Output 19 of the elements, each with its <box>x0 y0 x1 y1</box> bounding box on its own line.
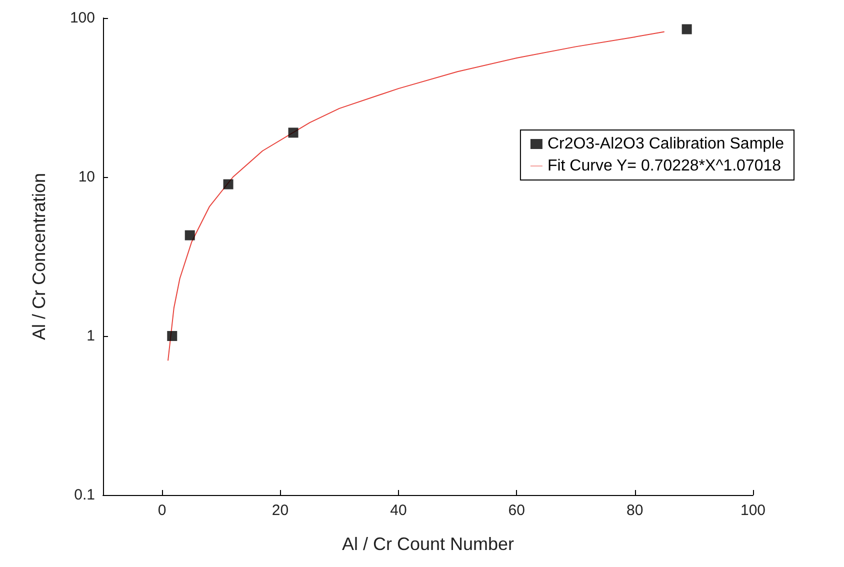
x-tick-label: 20 <box>272 502 289 519</box>
x-tick-label: 0 <box>158 502 166 519</box>
x-tick-label: 60 <box>508 502 525 519</box>
point <box>167 331 178 341</box>
y-tick-label: 10 <box>78 168 95 186</box>
y-tick-label: 1 <box>86 328 95 344</box>
point <box>184 230 195 240</box>
x-tick-label: 80 <box>626 502 644 519</box>
x-tick-label: 40 <box>390 502 407 519</box>
point <box>288 128 298 138</box>
y-tick-label: 0.1 <box>74 486 95 504</box>
legend-label: Cr2O3-Al2O3 Calibration Sample <box>547 136 784 152</box>
y-axis-title: Al / Cr Concentration <box>29 172 49 340</box>
legend-label: Fit Curve Y= 0.70228*X^1.07018 <box>547 158 782 174</box>
point <box>682 24 692 34</box>
x-axis-title: Al / Cr Count Number <box>342 534 514 554</box>
point <box>223 179 234 190</box>
y-tick-label: 100 <box>70 10 95 26</box>
x-tick-label: 100 <box>740 502 766 519</box>
